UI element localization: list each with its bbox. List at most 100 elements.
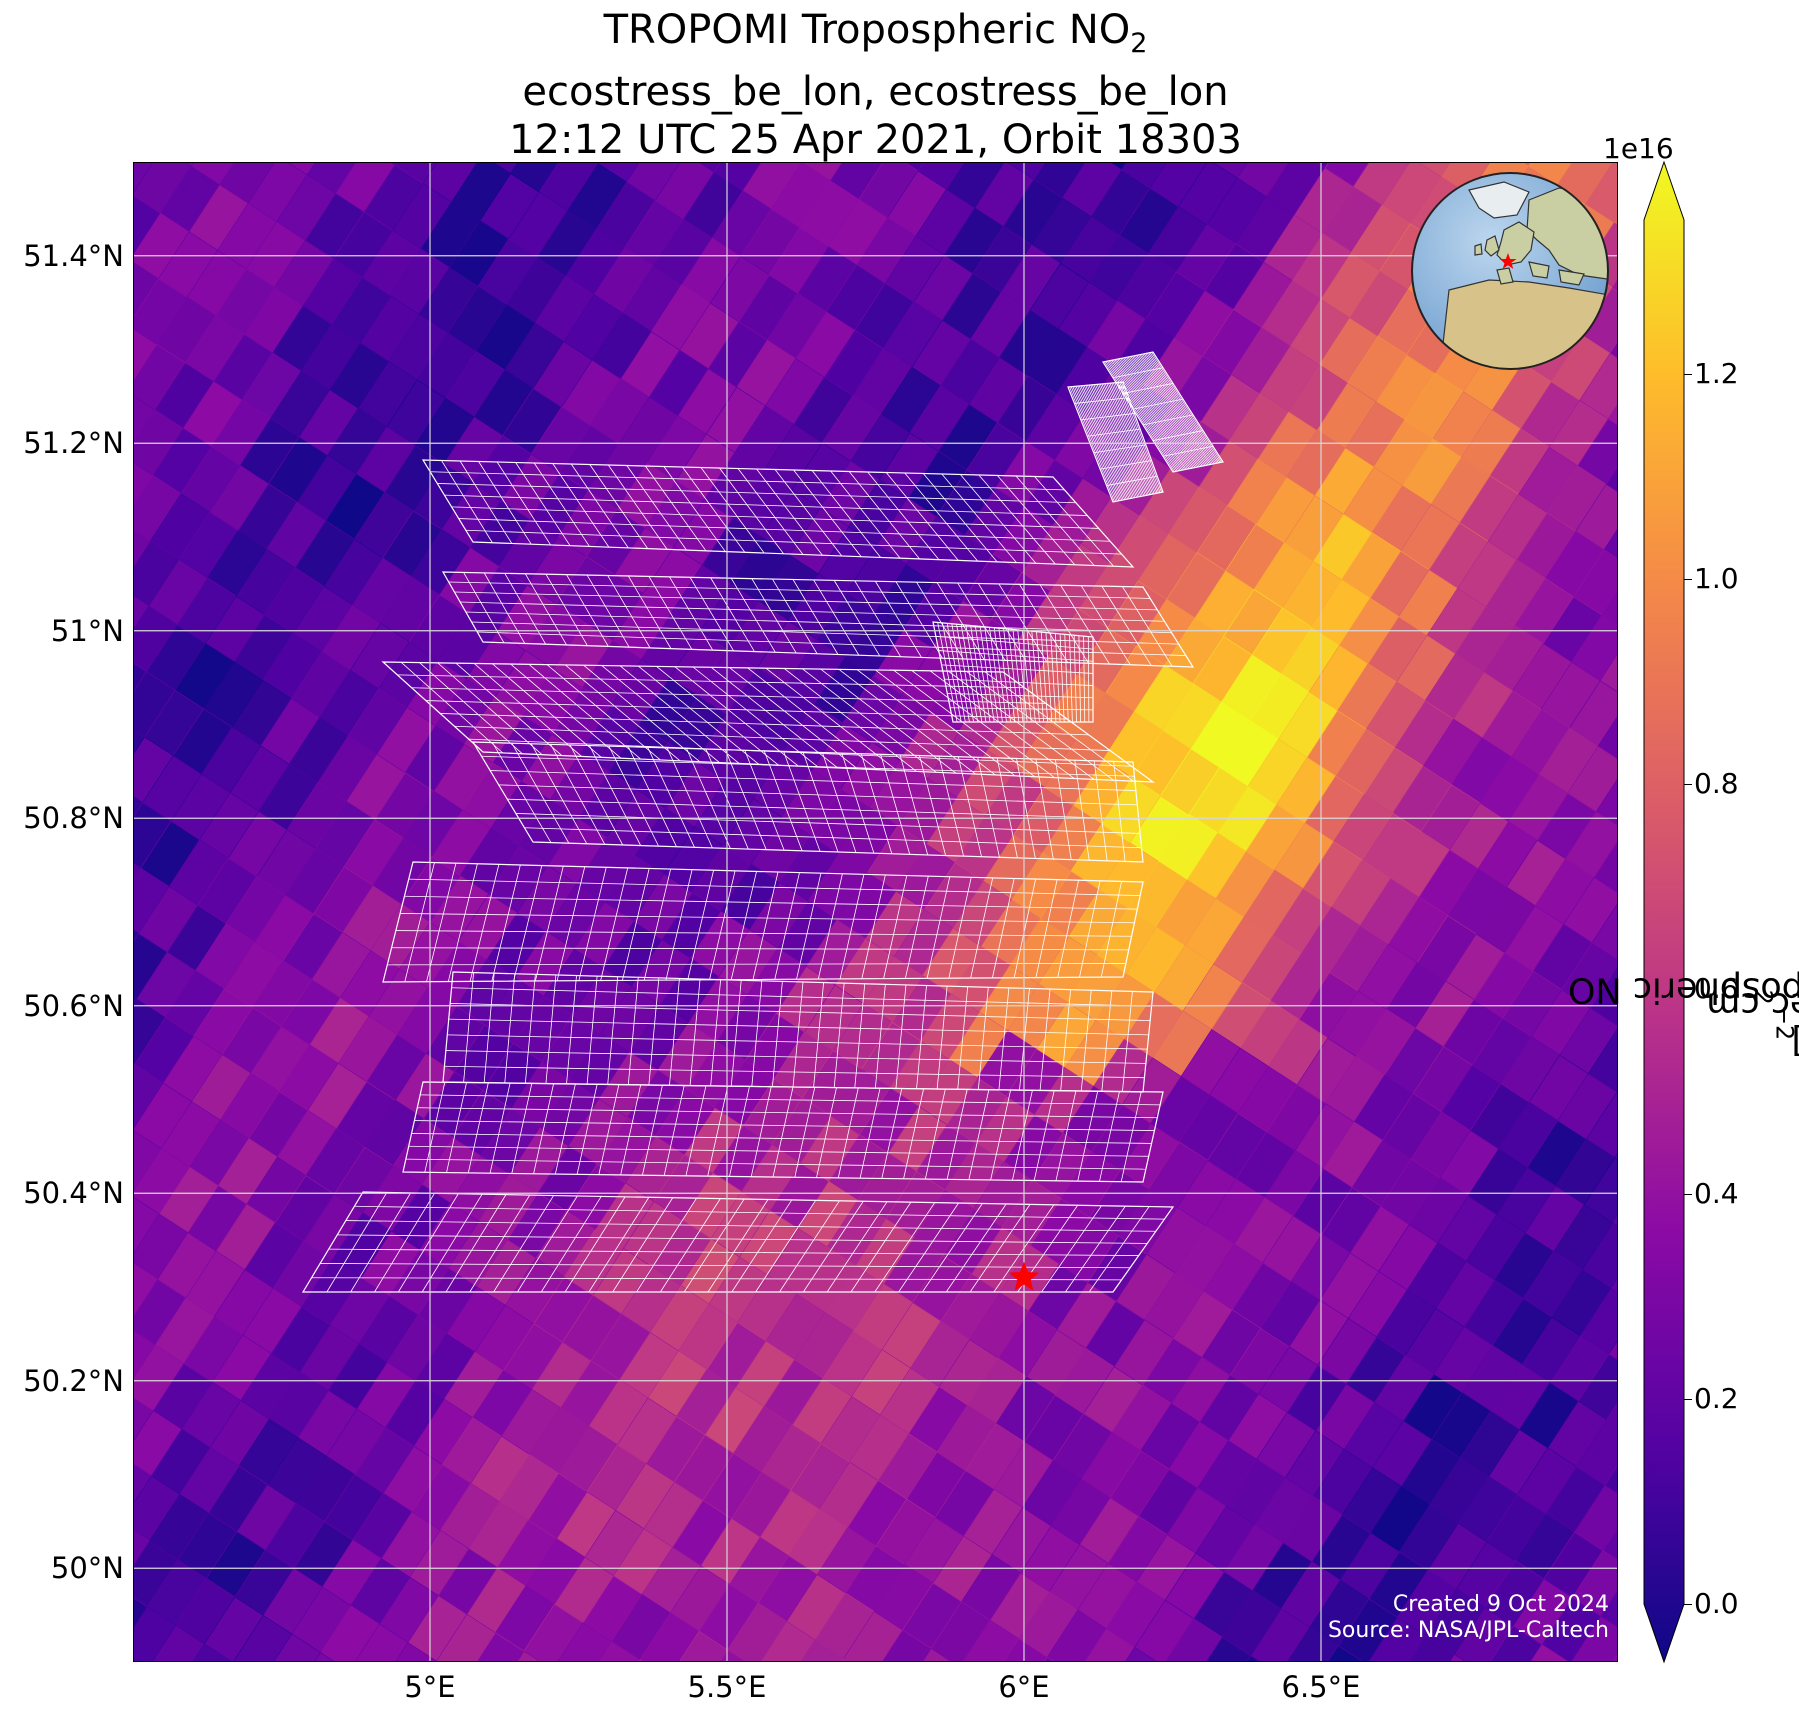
scene-grid <box>471 741 1144 863</box>
no2-pixel <box>719 1649 747 1662</box>
colorbar-tick-label: 0.2 <box>1694 1381 1739 1415</box>
no2-pixel <box>1408 1635 1455 1662</box>
title-line-2: ecostress_be_lon, ecostress_be_lon <box>522 69 1229 115</box>
scene-grid <box>421 459 1135 568</box>
no2-pixel <box>133 1129 162 1193</box>
no2-pixel <box>1449 1653 1467 1662</box>
no2-pixel <box>192 1643 233 1662</box>
no2-pixel <box>313 1652 336 1662</box>
no2-pixel <box>930 1601 991 1662</box>
lon-tick-label: 6.5°E <box>1281 1670 1361 1704</box>
no2-pixel <box>1607 403 1618 426</box>
site-marker-star <box>1008 1261 1040 1291</box>
no2-pixel <box>133 1263 158 1318</box>
no2-pixel <box>597 1640 641 1662</box>
no2-pixel <box>1165 1618 1223 1662</box>
colorbar-tick-label: 0.6 <box>1694 971 1739 1005</box>
colorbar <box>1643 160 1685 1664</box>
no2-pixel <box>962 1619 1020 1662</box>
colorbar-tick-label: 0.4 <box>1694 1176 1739 1210</box>
no2-pixel <box>1250 1608 1311 1662</box>
no2-pixel <box>273 1633 321 1662</box>
map-canvas <box>133 162 1618 1662</box>
lat-tick-label: 51.4°N <box>23 238 124 273</box>
no2-pixel <box>1246 1655 1261 1662</box>
colorbar-tick-label: 0.8 <box>1694 766 1739 800</box>
no2-pixel <box>1530 1644 1570 1662</box>
title-line-1: TROPOMI Tropospheric NO2 <box>603 7 1148 59</box>
no2-pixel <box>1601 590 1618 626</box>
no2-pixel <box>133 462 154 506</box>
lon-tick-label: 5.5°E <box>687 1670 767 1704</box>
no2-pixel <box>133 1196 160 1256</box>
lat-tick-label: 51.2°N <box>23 426 124 461</box>
no2-pixel <box>639 1612 700 1662</box>
no2-pixel <box>1084 1628 1136 1662</box>
scene-grid <box>301 1191 1175 1293</box>
colorbar-exponent: 1e16 <box>1603 132 1674 165</box>
no2-pixel <box>1570 1615 1618 1662</box>
no2-pixel <box>1595 777 1618 827</box>
scene-grid <box>1067 381 1164 503</box>
no2-pixel <box>133 929 140 943</box>
no2-pixel <box>1205 1636 1252 1662</box>
colorbar-tick-mark <box>1684 783 1692 785</box>
no2-pixel <box>133 1530 150 1568</box>
no2-pixel <box>1603 527 1618 560</box>
colorbar-tick-mark <box>1684 578 1692 580</box>
no2-pixel <box>843 1611 904 1662</box>
scene-grid <box>382 861 1144 983</box>
inset-globe <box>1411 172 1609 370</box>
no2-pixel <box>516 1650 542 1662</box>
scene-grid <box>1102 351 1224 473</box>
no2-pixel <box>133 1597 148 1630</box>
no2-pixel <box>921 1648 953 1662</box>
colorbar-tick-mark <box>1684 1398 1692 1400</box>
no2-pixel <box>1608 1339 1618 1361</box>
no2-pixel <box>1609 340 1618 359</box>
no2-pixel <box>1337 1598 1398 1662</box>
no2-pixel <box>678 1630 729 1662</box>
no2-pixel <box>133 1396 154 1443</box>
no2-pixel <box>759 1620 816 1662</box>
lat-tick-label: 50.8°N <box>23 801 124 836</box>
no2-pixel <box>133 1463 152 1505</box>
no2-pixel <box>1003 1638 1048 1662</box>
no2-pixel <box>1367 1616 1427 1662</box>
lat-tick-label: 50.2°N <box>23 1363 124 1398</box>
no2-pixel <box>1591 902 1618 960</box>
no2-pixel <box>133 194 161 257</box>
no2-pixel <box>1124 1646 1159 1662</box>
no2-pixel <box>133 862 142 881</box>
no2-pixel <box>1611 278 1618 293</box>
no2-pixel <box>133 528 152 569</box>
colorbar-tick-mark <box>1684 988 1692 990</box>
no2-pixel <box>436 1613 496 1662</box>
scene-grid <box>402 1081 1164 1183</box>
colorbar-tick-label: 1.0 <box>1694 561 1739 595</box>
scene-grid <box>442 971 1154 1093</box>
no2-pixel <box>232 1615 293 1662</box>
no2-pixel <box>1611 1651 1618 1662</box>
lon-tick-label: 5°E <box>404 1670 456 1704</box>
no2-pixel <box>319 1605 380 1662</box>
lon-tick-label: 6°E <box>998 1670 1050 1704</box>
no2-pixel <box>1043 1656 1056 1662</box>
no2-pixel <box>557 1622 612 1662</box>
colorbar-tick-mark <box>1684 1193 1692 1195</box>
scene-grid <box>441 571 1195 668</box>
colorbar-tick-label: 0.0 <box>1694 1587 1739 1620</box>
no2-pixel <box>1610 1276 1618 1294</box>
no2-pixel <box>354 1623 409 1662</box>
no2-pixel <box>1286 1626 1339 1662</box>
no2-pixel <box>395 1642 437 1662</box>
colorbar-tick-mark <box>1684 1604 1692 1605</box>
no2-pixel <box>133 1330 156 1380</box>
no2-pixel <box>1046 1609 1107 1662</box>
no2-pixel <box>1599 652 1618 693</box>
no2-pixel <box>523 1603 584 1662</box>
globe-marker <box>1499 253 1517 269</box>
colorbar-tick-label: 1.2 <box>1694 356 1739 390</box>
no2-pixel <box>1600 1589 1618 1628</box>
no2-pixel <box>133 662 148 694</box>
